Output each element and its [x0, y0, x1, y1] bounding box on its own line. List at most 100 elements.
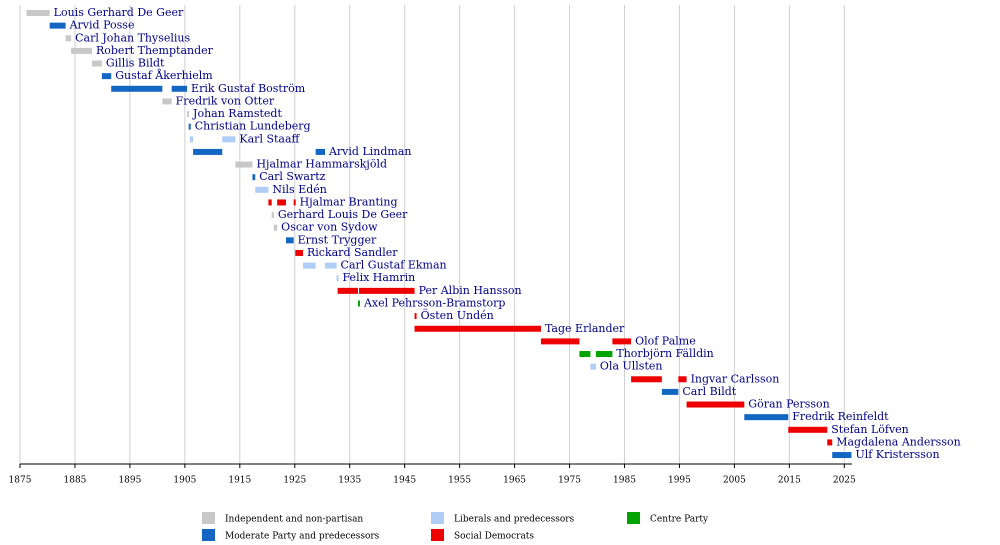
x-tick-label: 2015: [778, 476, 801, 486]
x-tick-label: 1995: [668, 476, 691, 486]
pm-label: Arvid Lindman: [328, 145, 412, 158]
term-bar: [171, 85, 188, 92]
pm-label: Karl Staaff: [239, 132, 300, 145]
term-bar: [91, 60, 102, 67]
pm-label: Carl Gustaf Ekman: [341, 259, 447, 272]
term-bar: [271, 212, 274, 219]
term-bar: [590, 363, 596, 370]
pm-label: Olof Palme: [635, 334, 696, 347]
term-bar: [324, 262, 337, 269]
legend-label: Social Democrats: [454, 532, 534, 542]
pm-label: Arvid Posse: [69, 19, 135, 32]
pm-label: Tage Erlander: [545, 322, 625, 335]
term-bar: [295, 249, 304, 256]
term-bar: [686, 401, 745, 408]
term-bar: [26, 10, 50, 16]
pm-label: Gustaf Åkerhielm: [115, 68, 213, 82]
pm-label: Ulf Kristersson: [855, 448, 939, 461]
term-bar: [189, 136, 194, 143]
term-bar: [832, 452, 852, 459]
legend-label: Independent and non-partisan: [225, 515, 363, 525]
term-bar: [49, 22, 66, 29]
term-bar: [315, 148, 325, 155]
term-bar: [277, 199, 286, 206]
term-bar: [827, 439, 833, 446]
pm-label: Rickard Sandler: [307, 246, 398, 259]
pm-label: Ola Ullsten: [600, 360, 663, 373]
x-tick-label: 1885: [64, 476, 87, 486]
term-bar: [255, 186, 269, 193]
term-bar: [631, 376, 662, 383]
term-bar: [661, 388, 679, 395]
x-tick-label: 1945: [393, 476, 416, 486]
pm-label: Gerhard Louis De Geer: [278, 208, 408, 221]
x-tick-label: 1985: [613, 476, 636, 486]
x-tick-label: 1875: [9, 476, 32, 486]
pm-label: Johan Ramstedt: [192, 107, 282, 120]
pm-label: Christian Lundeberg: [195, 120, 311, 133]
legend-swatch: [431, 529, 444, 541]
pm-label: Carl Bildt: [682, 385, 736, 398]
x-tick-label: 1895: [118, 476, 141, 486]
pm-label: Axel Pehrsson-Bramstorp: [363, 296, 505, 309]
term-bar: [579, 351, 591, 358]
term-bar: [357, 300, 360, 307]
term-bar: [540, 338, 580, 345]
legend-label: Centre Party: [650, 515, 709, 525]
pm-label: Oscar von Sydow: [281, 221, 378, 234]
legend-label: Moderate Party and predecessors: [225, 532, 380, 542]
term-bar: [336, 275, 339, 282]
term-bar: [414, 325, 541, 332]
term-bar: [101, 73, 112, 80]
term-bar: [193, 148, 223, 155]
pm-label: Carl Johan Thyselius: [75, 31, 190, 44]
term-bar: [111, 85, 163, 92]
x-tick-label: 1925: [283, 476, 306, 486]
pm-label: Fredrik Reinfeldt: [792, 410, 889, 423]
legend-label: Liberals and predecessors: [454, 515, 575, 525]
pm-label: Magdalena Andersson: [836, 435, 960, 448]
pm-label: Stefan Löfven: [831, 423, 908, 436]
legend-swatch: [627, 512, 640, 524]
legend-swatch: [202, 529, 215, 541]
pm-label: Nils Edén: [272, 183, 326, 196]
term-bar: [187, 111, 190, 118]
pm-label: Ernst Trygger: [298, 233, 377, 246]
x-tick-label: 1955: [448, 476, 471, 486]
pm-label: Robert Themptander: [96, 44, 214, 57]
pm-label: Gillis Bildt: [106, 57, 165, 70]
term-bar: [268, 199, 272, 206]
term-bar: [788, 426, 828, 433]
pm-label: Fredrik von Otter: [176, 94, 275, 107]
term-bar: [595, 351, 613, 358]
x-tick-label: 1965: [503, 476, 526, 486]
pm-label: Felix Hamrin: [343, 271, 416, 284]
term-bar: [162, 98, 172, 105]
pm-label: Hjalmar Branting: [300, 195, 398, 208]
pm-label: Louis Gerhard De Geer: [54, 6, 184, 19]
legend-swatch: [202, 512, 215, 524]
term-bar: [222, 136, 236, 143]
term-bar: [235, 161, 253, 168]
term-bar: [612, 338, 632, 345]
x-tick-label: 1935: [338, 476, 361, 486]
pm-label: Hjalmar Hammarskjöld: [256, 158, 387, 171]
pm-label: Carl Swartz: [259, 170, 325, 183]
legend-swatch: [431, 512, 444, 524]
x-tick-label: 2025: [833, 476, 856, 486]
pm-label: Per Albin Hansson: [419, 284, 522, 297]
term-bar: [65, 35, 72, 42]
term-bar: [273, 224, 278, 231]
pm-label: Thorbjörn Fälldin: [616, 347, 713, 360]
pm-label: Östen Undén: [421, 308, 494, 322]
term-bar: [337, 287, 358, 294]
pm-label: Ingvar Carlsson: [691, 372, 780, 385]
term-bar: [678, 376, 687, 383]
x-tick-label: 1905: [173, 476, 196, 486]
term-bar: [414, 313, 417, 320]
x-tick-label: 1975: [558, 476, 581, 486]
grid: [19, 5, 845, 464]
pm-label: Göran Persson: [748, 398, 829, 411]
term-bar: [359, 287, 415, 294]
term-bar: [303, 262, 316, 269]
